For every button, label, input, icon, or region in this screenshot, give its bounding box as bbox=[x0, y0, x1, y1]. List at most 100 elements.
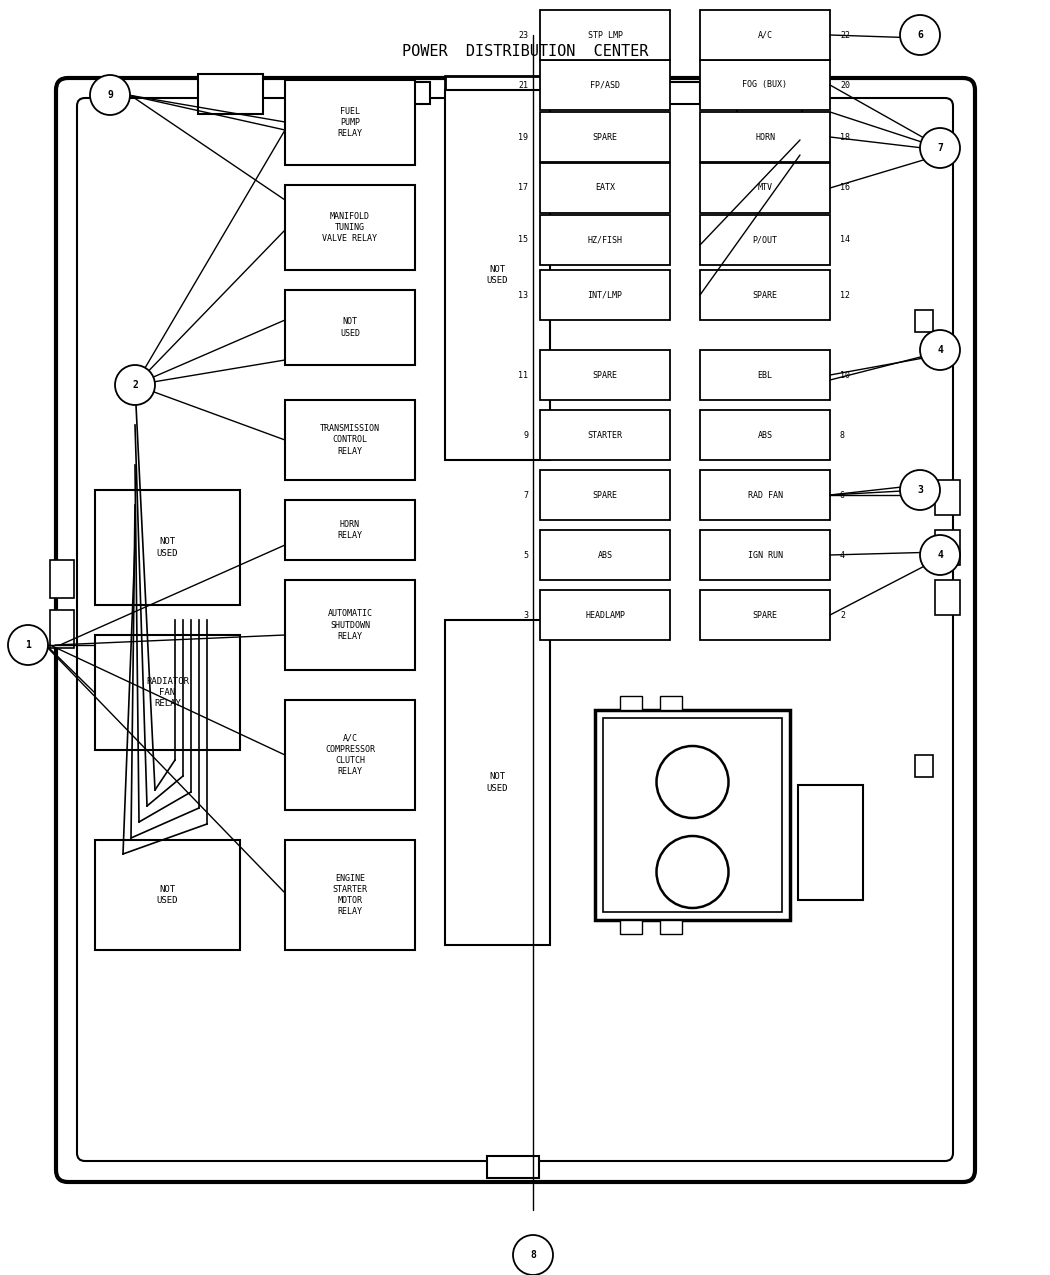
Bar bbox=[915, 310, 933, 332]
Circle shape bbox=[8, 625, 48, 666]
Bar bbox=[540, 530, 670, 580]
Bar bbox=[700, 112, 830, 162]
Text: NOT
USED: NOT USED bbox=[487, 265, 508, 286]
Bar bbox=[285, 500, 415, 560]
Bar bbox=[700, 163, 830, 213]
Text: NOT
USED: NOT USED bbox=[340, 317, 360, 338]
Text: ABS: ABS bbox=[597, 551, 612, 560]
Bar bbox=[660, 696, 683, 710]
Text: SPARE: SPARE bbox=[592, 371, 617, 380]
Bar bbox=[700, 215, 830, 265]
Text: 4: 4 bbox=[937, 346, 943, 354]
Text: 1: 1 bbox=[25, 640, 30, 650]
Text: 4: 4 bbox=[937, 550, 943, 560]
Circle shape bbox=[656, 836, 729, 908]
Bar bbox=[934, 530, 960, 565]
Bar bbox=[540, 112, 670, 162]
Text: 6: 6 bbox=[840, 491, 845, 500]
Text: 2: 2 bbox=[840, 611, 845, 620]
Bar bbox=[94, 635, 240, 750]
Bar bbox=[660, 921, 683, 935]
Text: 7: 7 bbox=[937, 143, 943, 153]
Text: HEADLAMP: HEADLAMP bbox=[585, 611, 625, 620]
Bar bbox=[285, 700, 415, 810]
Bar bbox=[540, 351, 670, 400]
Bar bbox=[94, 490, 240, 606]
Text: FP/ASD: FP/ASD bbox=[590, 80, 619, 89]
Bar bbox=[915, 755, 933, 776]
Text: 3: 3 bbox=[523, 611, 528, 620]
FancyBboxPatch shape bbox=[56, 78, 975, 1182]
Text: 18: 18 bbox=[840, 133, 850, 142]
Bar bbox=[540, 590, 670, 640]
Text: 12: 12 bbox=[840, 291, 850, 300]
Bar bbox=[285, 580, 415, 669]
Text: SPARE: SPARE bbox=[753, 291, 777, 300]
Text: 22: 22 bbox=[840, 31, 850, 40]
Bar bbox=[445, 620, 550, 945]
Text: 21: 21 bbox=[518, 80, 528, 89]
Bar bbox=[590, 82, 700, 105]
Bar bbox=[540, 411, 670, 460]
Bar bbox=[934, 479, 960, 515]
Text: A/C
COMPRESSOR
CLUTCH
RELAY: A/C COMPRESSOR CLUTCH RELAY bbox=[326, 734, 375, 776]
Text: 9: 9 bbox=[523, 431, 528, 440]
Bar bbox=[595, 710, 790, 921]
Text: STP LMP: STP LMP bbox=[588, 31, 623, 40]
Bar bbox=[700, 590, 830, 640]
Text: INT/LMP: INT/LMP bbox=[588, 291, 623, 300]
Bar bbox=[285, 289, 415, 365]
Text: 19: 19 bbox=[518, 133, 528, 142]
Bar bbox=[198, 74, 262, 113]
Bar bbox=[540, 10, 670, 60]
Text: NOT
USED: NOT USED bbox=[487, 773, 508, 793]
Text: POWER  DISTRIBUTION  CENTER: POWER DISTRIBUTION CENTER bbox=[402, 45, 648, 60]
Text: 11: 11 bbox=[518, 371, 528, 380]
Text: EATX: EATX bbox=[595, 184, 615, 193]
Bar bbox=[700, 351, 830, 400]
Bar bbox=[540, 270, 670, 320]
Text: SPARE: SPARE bbox=[753, 611, 777, 620]
Bar bbox=[603, 718, 782, 912]
Bar bbox=[285, 80, 415, 164]
Bar bbox=[94, 840, 240, 950]
Text: A/C: A/C bbox=[757, 31, 773, 40]
Text: 8: 8 bbox=[530, 1250, 536, 1260]
Text: ENGINE
STARTER
MOTOR
RELAY: ENGINE STARTER MOTOR RELAY bbox=[333, 873, 368, 917]
Text: 20: 20 bbox=[840, 80, 850, 89]
Circle shape bbox=[920, 330, 960, 370]
Bar bbox=[540, 215, 670, 265]
Text: 16: 16 bbox=[840, 184, 850, 193]
Text: 15: 15 bbox=[518, 236, 528, 245]
Circle shape bbox=[920, 128, 960, 168]
Circle shape bbox=[116, 365, 155, 405]
Text: ABS: ABS bbox=[757, 431, 773, 440]
Bar bbox=[737, 74, 802, 113]
Text: 9: 9 bbox=[107, 91, 113, 99]
Circle shape bbox=[90, 75, 130, 115]
Bar bbox=[934, 580, 960, 615]
Bar bbox=[700, 530, 830, 580]
Bar bbox=[285, 840, 415, 950]
Text: 14: 14 bbox=[840, 236, 850, 245]
Text: AUTOMATIC
SHUTDOWN
RELAY: AUTOMATIC SHUTDOWN RELAY bbox=[328, 609, 373, 640]
Circle shape bbox=[513, 1235, 553, 1275]
Bar bbox=[700, 10, 830, 60]
Text: 7: 7 bbox=[523, 491, 528, 500]
Text: P/OUT: P/OUT bbox=[753, 236, 777, 245]
Text: RAD FAN: RAD FAN bbox=[748, 491, 782, 500]
Text: IGN RUN: IGN RUN bbox=[748, 551, 782, 560]
Text: HZ/FISH: HZ/FISH bbox=[588, 236, 623, 245]
Circle shape bbox=[900, 15, 940, 55]
Text: EBL: EBL bbox=[757, 371, 773, 380]
Text: HORN
RELAY: HORN RELAY bbox=[337, 520, 362, 541]
Circle shape bbox=[656, 746, 729, 819]
Text: NOT
USED: NOT USED bbox=[156, 885, 178, 905]
Text: MTV: MTV bbox=[757, 184, 773, 193]
Circle shape bbox=[920, 536, 960, 575]
Bar bbox=[487, 1156, 539, 1178]
Text: 5: 5 bbox=[523, 551, 528, 560]
Text: MANIFOLD
TUNING
VALVE RELAY: MANIFOLD TUNING VALVE RELAY bbox=[322, 212, 378, 244]
Text: FUEL
PUMP
RELAY: FUEL PUMP RELAY bbox=[337, 107, 362, 138]
Bar bbox=[50, 609, 74, 648]
